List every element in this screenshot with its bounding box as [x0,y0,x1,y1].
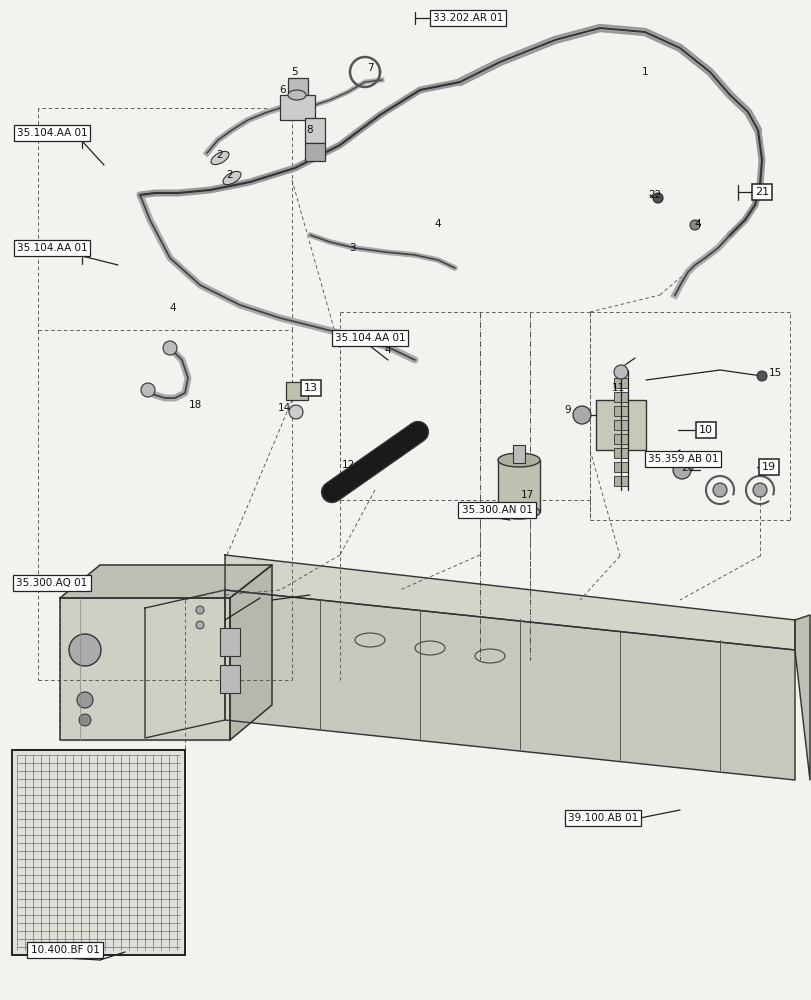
Text: 35.300.AN 01: 35.300.AN 01 [461,505,532,515]
Circle shape [712,483,726,497]
Bar [513,445,525,463]
Bar [280,95,315,120]
Ellipse shape [211,151,229,165]
Bar [220,665,240,693]
Text: 17: 17 [520,490,533,500]
Text: 5: 5 [291,67,298,77]
Bar [288,100,307,115]
Circle shape [756,371,766,381]
Bar [305,118,324,143]
Bar [613,406,627,416]
Bar [595,400,646,450]
Circle shape [752,483,766,497]
Text: 19: 19 [761,462,775,472]
Bar [220,628,240,656]
Bar [613,448,627,458]
Text: 35.104.AA 01: 35.104.AA 01 [17,128,88,138]
Text: 4: 4 [694,219,701,229]
Ellipse shape [497,505,539,519]
Bar [613,434,627,444]
Circle shape [672,461,690,479]
Text: 8: 8 [307,125,313,135]
Text: 35.104.AA 01: 35.104.AA 01 [17,243,88,253]
Circle shape [195,606,204,614]
Bar [497,460,539,512]
Text: 6: 6 [279,85,286,95]
Text: 39.100.AB 01: 39.100.AB 01 [567,813,637,823]
Polygon shape [225,590,794,780]
Ellipse shape [497,453,539,467]
Bar [12,750,185,955]
Circle shape [163,341,177,355]
Text: 18: 18 [188,400,201,410]
Polygon shape [794,615,809,780]
Circle shape [77,692,93,708]
Bar [305,143,324,161]
Text: 11: 11 [611,383,624,393]
Bar [285,382,307,400]
Text: 33.202.AR 01: 33.202.AR 01 [432,13,503,23]
Text: 16: 16 [520,502,533,512]
Bar [613,378,627,388]
Text: 14: 14 [277,403,290,413]
Text: 1: 1 [641,67,647,77]
Bar [613,420,627,430]
Text: 15: 15 [767,368,781,378]
Text: 22: 22 [647,190,661,200]
Text: 35.104.AA 01: 35.104.AA 01 [334,333,405,343]
Polygon shape [230,565,272,740]
Circle shape [141,383,155,397]
Circle shape [195,621,204,629]
Ellipse shape [288,90,306,100]
Text: 9: 9 [564,405,571,415]
Ellipse shape [223,171,241,185]
Text: 13: 13 [303,383,318,393]
Text: 4: 4 [384,345,391,355]
Circle shape [613,365,627,379]
Bar [613,462,627,472]
Text: 20: 20 [680,463,693,473]
Text: 35.300.AQ 01: 35.300.AQ 01 [16,578,88,588]
Circle shape [689,220,699,230]
Text: 21: 21 [754,187,768,197]
Circle shape [573,406,590,424]
Text: 2: 2 [217,150,223,160]
Polygon shape [145,590,225,738]
Text: 2: 2 [226,170,233,180]
Circle shape [79,714,91,726]
Bar [613,476,627,486]
Text: 7: 7 [367,63,373,73]
Text: 10: 10 [698,425,712,435]
Text: 3: 3 [348,243,355,253]
Text: 10.400.BF 01: 10.400.BF 01 [31,945,99,955]
Text: 4: 4 [169,303,176,313]
Bar [613,392,627,402]
Circle shape [69,634,101,666]
Polygon shape [60,598,230,740]
Circle shape [289,405,303,419]
Polygon shape [60,565,272,598]
Polygon shape [225,555,794,650]
Bar [288,78,307,100]
Text: 4: 4 [434,219,440,229]
Bar [12,750,185,955]
Text: 35.359.AB 01: 35.359.AB 01 [647,454,718,464]
Circle shape [652,193,663,203]
Text: 12: 12 [341,460,354,470]
